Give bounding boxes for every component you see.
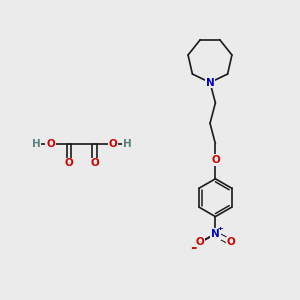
Text: O: O <box>90 158 99 169</box>
Text: O: O <box>195 237 204 248</box>
Text: O: O <box>211 155 220 165</box>
Text: N: N <box>211 229 220 239</box>
Text: +: + <box>217 226 223 230</box>
Text: N: N <box>211 229 220 239</box>
Text: −: − <box>190 244 196 253</box>
Text: O: O <box>46 139 55 149</box>
Text: +: + <box>217 226 223 230</box>
Text: O: O <box>64 158 74 169</box>
Text: O: O <box>195 237 204 248</box>
Text: H: H <box>123 139 132 149</box>
Text: H: H <box>32 139 40 149</box>
Text: O: O <box>226 237 236 248</box>
Text: O: O <box>109 139 118 149</box>
Text: N: N <box>206 77 214 88</box>
Text: −: − <box>190 243 197 252</box>
Text: O: O <box>226 237 236 248</box>
